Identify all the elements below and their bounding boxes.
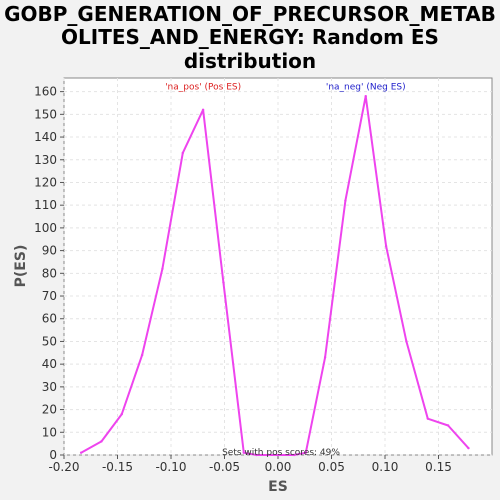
data-point <box>242 451 245 454</box>
data-point <box>181 151 184 155</box>
footer-text: Sets with pos scores: 49% <box>222 448 340 458</box>
x-tick-label: 0.05 <box>318 460 345 474</box>
data-point <box>292 453 296 457</box>
x-tick-label: 0.10 <box>372 460 399 474</box>
data-point <box>140 353 144 357</box>
y-tick-label: 20 <box>42 403 57 417</box>
x-tick-label: 0.00 <box>265 460 292 474</box>
y-tick-label: 110 <box>34 198 57 212</box>
data-point <box>344 199 347 202</box>
y-tick-label: 30 <box>42 380 57 394</box>
y-tick-label: 50 <box>42 334 57 348</box>
y-tick-label: 120 <box>34 175 57 189</box>
data-point <box>364 94 367 98</box>
data-point <box>304 451 308 454</box>
data-point <box>405 340 408 343</box>
grid <box>63 78 492 456</box>
y-tick-label: 0 <box>49 448 57 462</box>
y-tick-label: 130 <box>34 153 57 167</box>
series-group <box>79 94 470 457</box>
y-axis-label: P(ES) <box>13 245 29 288</box>
x-tick-label: -0.15 <box>102 460 133 474</box>
data-point <box>384 244 388 248</box>
data-point <box>201 108 205 111</box>
x-axis-label: ES <box>268 479 288 495</box>
data-point <box>161 267 164 270</box>
annotation-label: 'na_neg' (Neg ES) <box>326 83 406 93</box>
x-tick-label: -0.10 <box>155 460 186 474</box>
data-point <box>426 417 429 420</box>
y-tick-label: 90 <box>42 244 57 258</box>
y-tick-label: 140 <box>34 130 57 144</box>
x-axis-ticks: -0.20 -0.15 -0.10 -0.05 0.00 0.05 0.10 0.15 <box>48 455 452 474</box>
y-axis-ticks: 0 10 20 30 40 50 60 70 80 90 100 110 120 130 140 150 160 <box>34 85 64 462</box>
data-point <box>222 281 225 284</box>
annotation-label: 'na_pos' (Pos ES) <box>165 83 241 93</box>
y-tick-label: 80 <box>42 266 57 280</box>
data-point <box>467 446 470 450</box>
x-tick-label: -0.05 <box>209 460 240 474</box>
y-tick-label: 150 <box>34 107 57 121</box>
y-tick-label: 10 <box>42 425 57 439</box>
chart-title-line-1: GOBP_GENERATION_OF_PRECURSOR_METAB <box>4 2 496 26</box>
data-point <box>276 453 280 457</box>
data-point <box>255 453 258 457</box>
x-tick-label: 0.15 <box>425 460 452 474</box>
data-point <box>100 440 103 443</box>
x-tick-label: -0.20 <box>48 460 79 474</box>
data-point <box>323 356 327 359</box>
y-tick-label: 40 <box>42 357 57 371</box>
data-point <box>79 451 83 454</box>
annotations: 'na_pos' (Pos ES) 'na_neg' (Neg ES) <box>165 83 406 93</box>
chart-title-line-3: distribution <box>184 49 316 73</box>
chart-title-line-2: OLITES_AND_ENERGY: Random ES <box>61 25 439 49</box>
y-tick-label: 160 <box>34 85 57 99</box>
data-point <box>120 412 123 416</box>
y-tick-label: 60 <box>42 312 57 326</box>
y-tick-label: 70 <box>42 289 57 303</box>
y-tick-label: 100 <box>34 221 57 235</box>
data-point <box>446 424 450 427</box>
